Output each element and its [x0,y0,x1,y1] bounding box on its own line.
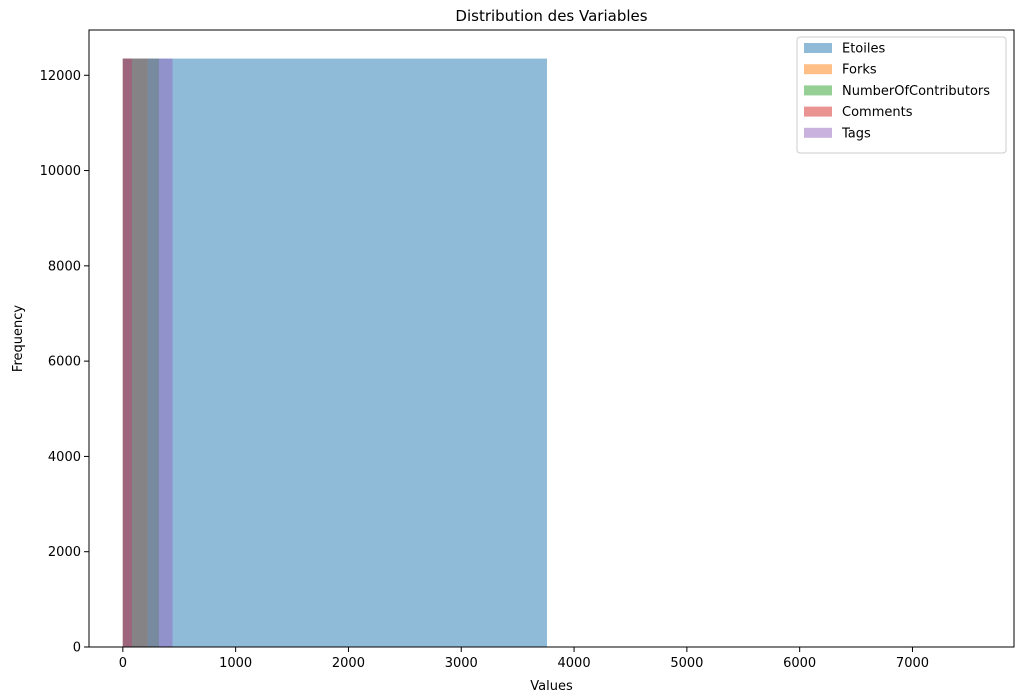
y-tick-label: 0 [73,641,81,656]
y-tick-label: 2000 [48,545,81,560]
legend-label: NumberOfContributors [842,84,990,99]
y-tick-label: 10000 [40,164,81,179]
y-axis: 0 2000 4000 6000 8000 10000 12000 [40,69,89,656]
y-tick-label: 8000 [48,259,81,274]
y-tick-label: 6000 [48,355,81,370]
x-tick-label: 1000 [219,656,252,671]
legend-box [796,36,1007,154]
x-tick-label: 7000 [896,656,929,671]
y-tick-label: 4000 [48,450,81,465]
x-axis-title: Values [530,679,573,694]
legend-swatch [804,106,832,117]
x-tick-label: 6000 [783,656,816,671]
legend-label: Etoiles [842,42,885,57]
legend-swatch [804,85,832,96]
x-tick-label: 0 [119,656,127,671]
legend-swatch [804,43,832,53]
legend-swatch [804,127,832,138]
legend-label: Comments [842,105,913,120]
plot-area-frame [88,29,1015,648]
x-tick-label: 4000 [558,656,591,671]
x-tick-label: 2000 [332,656,365,671]
histogram-bar-4-0 [122,58,173,648]
legend-swatch [804,64,832,75]
bars-layer [122,58,547,648]
histogram-bar-0-0 [122,58,547,648]
x-axis: 0 1000 2000 3000 4000 5000 6000 7000 [119,647,929,671]
legend-label: Forks [842,63,877,78]
legend-label: Tags [841,126,871,141]
legend: Etoiles Forks NumberOfContributors Comments… [796,36,1007,154]
x-tick-label: 5000 [670,656,703,671]
y-tick-label: 12000 [40,69,81,84]
x-tick-label: 3000 [445,656,478,671]
y-axis-title: Frequency [11,305,26,372]
chart-title: Distribution des Variables [455,7,647,25]
